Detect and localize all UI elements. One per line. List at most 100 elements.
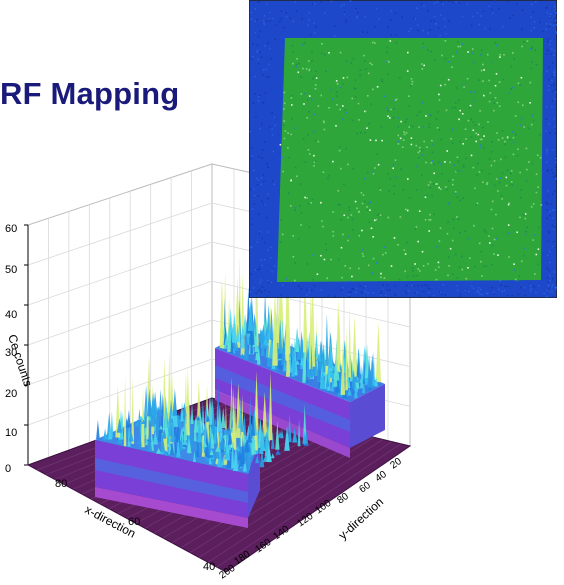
map-pixel	[547, 190, 549, 192]
map-pixel	[335, 80, 338, 82]
surface-spike	[169, 441, 175, 455]
map-pixel	[340, 167, 342, 170]
map-pixel	[508, 138, 511, 141]
map-pixel	[376, 153, 378, 156]
map-pixel	[532, 239, 534, 241]
map-pixel	[251, 147, 254, 149]
map-pixel	[347, 239, 349, 242]
map-pixel	[287, 192, 290, 195]
map-pixel	[488, 5, 490, 7]
map-pixel	[547, 203, 549, 205]
map-pixel	[271, 270, 273, 273]
map-pixel	[518, 275, 520, 277]
map-pixel	[325, 70, 327, 72]
map-pixel	[415, 7, 418, 9]
surface-spike	[359, 378, 362, 383]
gridline-left-wall	[27, 202, 213, 266]
map-pixel	[283, 137, 286, 140]
map-pixel	[348, 295, 351, 297]
map-pixel	[493, 293, 495, 295]
map-pixel	[264, 289, 266, 292]
map-pixel	[423, 290, 425, 292]
map-pixel	[390, 10, 393, 12]
map-pixel	[555, 91, 557, 93]
map-pixel	[555, 178, 557, 180]
map-pixel	[471, 52, 474, 54]
map-pixel	[252, 43, 254, 45]
map-pixel	[529, 285, 532, 287]
map-pixel	[546, 6, 548, 9]
map-pixel	[555, 286, 557, 289]
map-pixel	[342, 105, 344, 107]
map-pixel	[498, 181, 501, 184]
map-pixel	[416, 274, 419, 277]
map-pixel	[505, 176, 508, 179]
z-tick: 10	[5, 427, 17, 439]
map-pixel	[477, 289, 479, 292]
map-pixel	[551, 290, 553, 293]
map-pixel	[495, 213, 497, 216]
surface-spike	[264, 431, 270, 442]
map-pixel	[436, 127, 439, 129]
map-pixel	[439, 291, 442, 294]
map-pixel	[335, 95, 338, 97]
map-pixel	[508, 92, 510, 94]
map-pixel	[548, 232, 550, 234]
map-pixel	[376, 214, 379, 217]
map-pixel	[281, 156, 284, 159]
map-pixel	[261, 122, 263, 125]
map-pixel	[266, 3, 268, 5]
map-pixel	[431, 194, 433, 197]
map-pixel	[337, 203, 340, 206]
map-pixel	[533, 27, 535, 29]
map-pixel	[437, 111, 439, 113]
map-pixel	[554, 5, 556, 8]
map-pixel	[386, 46, 389, 49]
map-pixel	[449, 247, 452, 250]
map-pixel	[257, 96, 260, 98]
map-pixel	[483, 94, 485, 97]
map-pixel	[478, 123, 480, 126]
map-pixel	[273, 265, 276, 267]
surface-spike	[325, 377, 330, 387]
map-pixel	[387, 110, 390, 112]
surface-spike	[303, 270, 307, 353]
surface-spike	[329, 348, 332, 368]
map-pixel	[486, 183, 488, 186]
map-pixel	[324, 12, 326, 14]
map-pixel	[554, 98, 556, 100]
surface-spike	[292, 430, 298, 443]
map-pixel	[378, 187, 381, 189]
map-pixel	[347, 216, 349, 219]
surface-spike	[312, 347, 318, 376]
map-pixel	[453, 164, 456, 166]
surface-spike	[277, 360, 282, 368]
map-pixel	[300, 287, 303, 290]
map-pixel	[349, 0, 352, 2]
map-pixel	[358, 234, 361, 237]
map-pixel	[349, 267, 351, 270]
map-pixel	[416, 114, 418, 117]
map-pixel	[262, 174, 265, 176]
map-pixel	[250, 18, 253, 21]
map-pixel	[362, 286, 364, 289]
map-pixel	[496, 101, 499, 104]
map-pixel	[555, 31, 557, 33]
map-pixel	[457, 45, 460, 48]
map-pixel	[535, 253, 538, 256]
map-pixel	[348, 209, 351, 212]
map-pixel	[387, 26, 389, 28]
map-pixel	[375, 218, 378, 221]
map-pixel	[470, 154, 473, 157]
surface-spike	[131, 376, 135, 444]
map-pixel	[307, 19, 310, 21]
map-pixel	[507, 137, 509, 139]
map-pixel	[343, 183, 345, 186]
map-pixel	[281, 233, 284, 236]
map-pixel	[508, 232, 510, 234]
map-pixel	[261, 291, 263, 293]
gridline-left-wall	[27, 358, 213, 426]
map-pixel	[357, 102, 360, 105]
surface-spike	[190, 402, 194, 424]
map-pixel	[514, 278, 517, 281]
